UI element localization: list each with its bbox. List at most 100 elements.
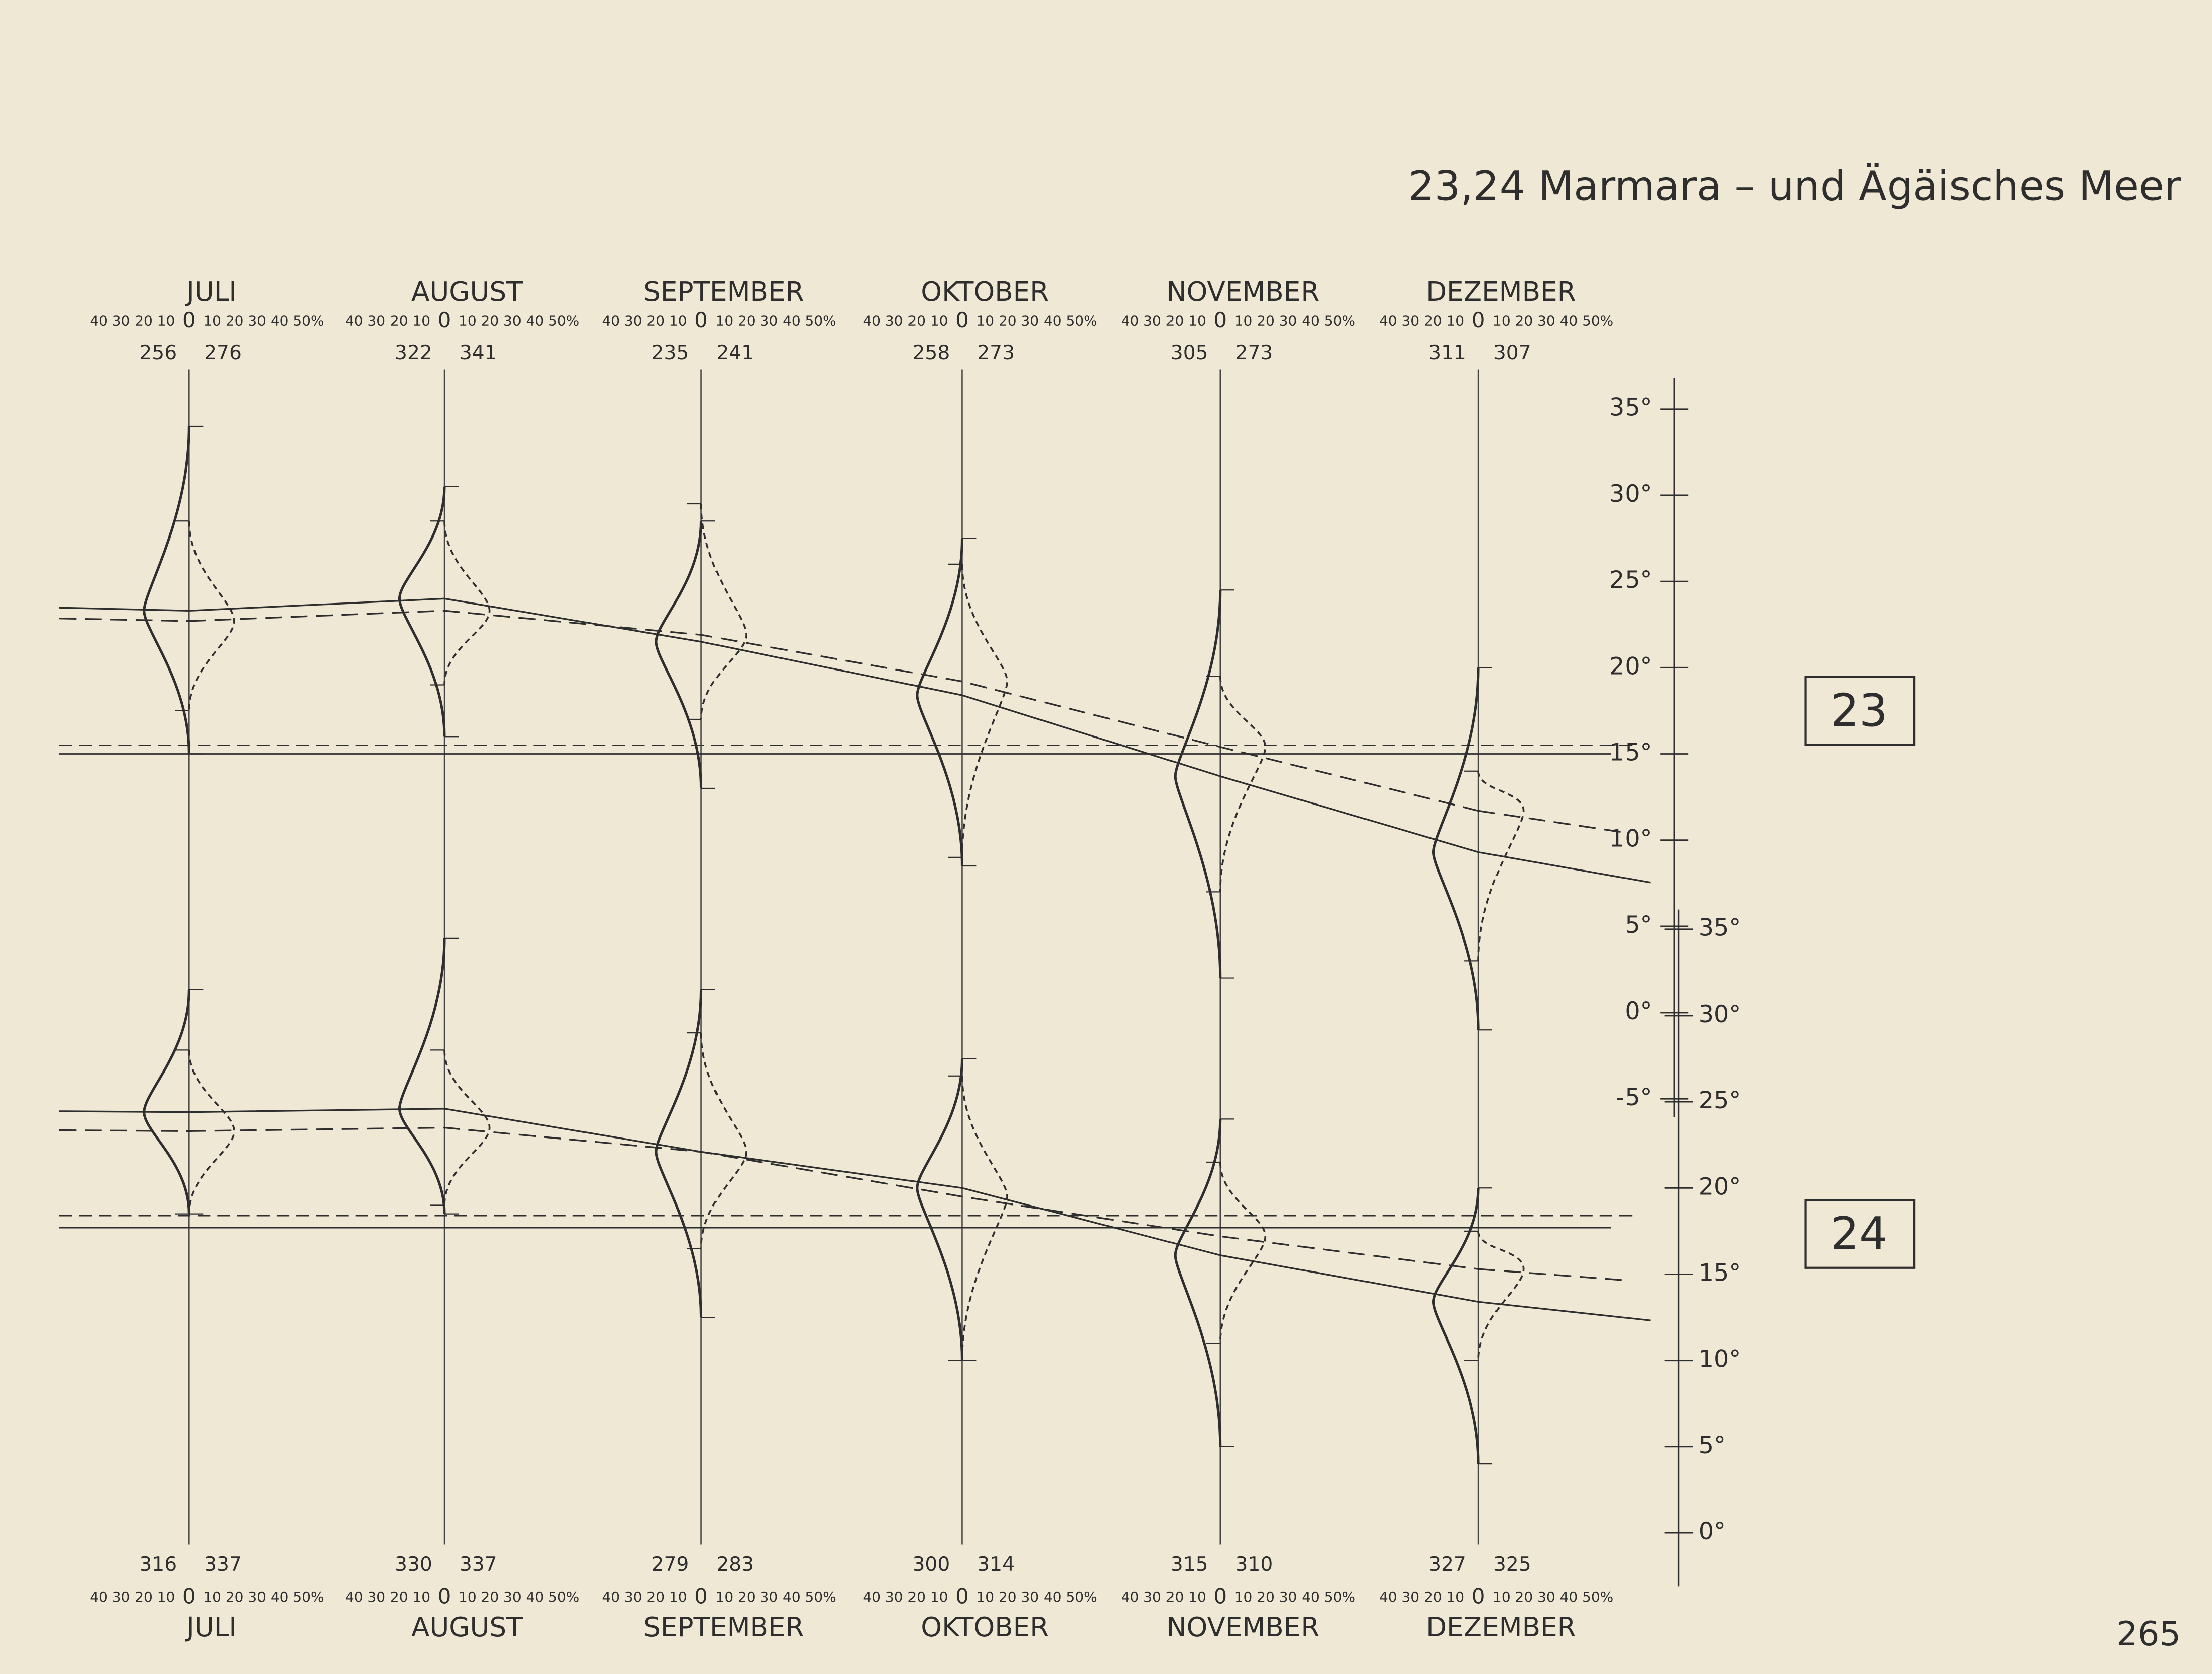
y-tick-label: 25° xyxy=(1699,1087,1741,1114)
water-distribution xyxy=(443,1050,491,1206)
air-distribution xyxy=(398,938,446,1214)
water-distribution xyxy=(1477,771,1525,961)
air-distribution xyxy=(655,521,703,788)
month-name: JULI xyxy=(185,276,237,307)
month-name: NOVEMBER xyxy=(1166,276,1320,307)
count-label: 341 xyxy=(460,342,497,364)
pct-scale: 0 xyxy=(438,1584,451,1609)
pct-scale: 40 30 20 10 xyxy=(90,1589,175,1605)
pct-scale: 10 20 30 40 50% xyxy=(203,312,324,329)
count-label: 337 xyxy=(460,1553,497,1576)
water-distribution xyxy=(700,504,747,719)
y-tick-label: 30° xyxy=(1699,1000,1741,1028)
y-tick-label: 10° xyxy=(1609,825,1652,853)
water-distribution xyxy=(961,564,1008,857)
pct-scale: 10 20 30 40 50% xyxy=(976,1589,1097,1605)
y-tick-label: 15° xyxy=(1699,1259,1741,1287)
water-distribution xyxy=(1219,1162,1267,1344)
pct-scale: 10 20 30 40 50% xyxy=(715,312,836,329)
y-tick-label: -5° xyxy=(1616,1084,1652,1111)
count-label: 315 xyxy=(1170,1553,1208,1576)
month-name: AUGUST xyxy=(411,276,523,307)
month-name: SEPTEMBER xyxy=(643,276,804,307)
pct-scale: 10 20 30 40 50% xyxy=(1234,1589,1355,1605)
pct-scale: 40 30 20 10 xyxy=(1121,1589,1206,1605)
air-distribution xyxy=(1432,667,1480,1030)
air-distribution xyxy=(1174,590,1222,978)
y-tick-label: 0° xyxy=(1624,997,1652,1025)
water-distribution xyxy=(443,521,491,685)
curve-extension xyxy=(1478,1301,1651,1321)
count-label: 300 xyxy=(912,1553,950,1576)
pct-scale: 40 30 20 10 xyxy=(345,1589,430,1605)
month-name: SEPTEMBER xyxy=(643,1612,804,1643)
y-tick-label: 20° xyxy=(1609,652,1652,680)
curve-extension xyxy=(1478,810,1622,833)
pct-scale: 10 20 30 40 50% xyxy=(203,1589,324,1605)
y-tick-label: 25° xyxy=(1609,566,1652,594)
count-label: 273 xyxy=(1235,342,1273,364)
panel-label: 23 xyxy=(1831,685,1888,737)
curve-extension xyxy=(1478,851,1651,884)
pct-scale: 0 xyxy=(1213,1584,1227,1609)
pct-scale: 40 30 20 10 xyxy=(863,1589,948,1605)
y-tick-label: 5° xyxy=(1624,911,1652,939)
pct-scale: 0 xyxy=(955,308,969,332)
month-name: DEZEMBER xyxy=(1426,276,1576,307)
pct-scale: 0 xyxy=(694,308,708,332)
water-distribution xyxy=(700,1033,747,1249)
air-distribution xyxy=(143,426,190,754)
air-distribution xyxy=(398,486,446,737)
pct-scale: 40 30 20 10 xyxy=(602,312,687,329)
y-tick-label: 10° xyxy=(1699,1346,1741,1373)
count-label: 330 xyxy=(395,1553,432,1576)
count-label: 305 xyxy=(1170,342,1208,364)
pct-scale: 10 20 30 40 50% xyxy=(1234,312,1355,329)
count-label: 235 xyxy=(652,342,689,364)
air-distribution xyxy=(1432,1188,1480,1464)
month-name: OKTOBER xyxy=(921,1612,1049,1643)
month-name: JULI xyxy=(185,1612,237,1643)
pct-scale: 10 20 30 40 50% xyxy=(1492,312,1613,329)
page-number: 265 xyxy=(2116,1614,2181,1653)
pct-scale: 10 20 30 40 50% xyxy=(459,1589,579,1605)
air-distribution xyxy=(916,538,963,866)
pct-scale: 40 30 20 10 xyxy=(345,312,430,329)
pct-scale: 40 30 20 10 xyxy=(602,1589,687,1605)
pct-scale: 0 xyxy=(182,308,196,332)
pct-scale: 40 30 20 10 xyxy=(1379,1589,1464,1605)
pct-scale: 0 xyxy=(694,1584,708,1609)
count-label: 258 xyxy=(912,342,950,364)
title: 23,24 Marmara – und Ägäisches Meer xyxy=(1408,163,2181,211)
curve-extension xyxy=(59,1129,189,1132)
pct-scale: 0 xyxy=(1213,308,1227,332)
pct-scale: 10 20 30 40 50% xyxy=(1492,1589,1613,1605)
air-distribution xyxy=(1174,1119,1222,1447)
pct-scale: 0 xyxy=(1472,308,1485,332)
water-distribution xyxy=(1477,1231,1525,1361)
panel-label: 24 xyxy=(1831,1208,1888,1260)
pct-scale: 10 20 30 40 50% xyxy=(976,312,1097,329)
count-label: 276 xyxy=(204,342,242,364)
pct-scale: 40 30 20 10 xyxy=(1121,312,1206,329)
month-name: DEZEMBER xyxy=(1426,1612,1576,1643)
pct-scale: 40 30 20 10 xyxy=(863,312,948,329)
count-label: 273 xyxy=(977,342,1015,364)
pct-scale: 0 xyxy=(1472,1584,1485,1609)
curve-extension xyxy=(59,1110,189,1113)
water-distribution xyxy=(1219,676,1267,892)
count-label: 310 xyxy=(1235,1553,1273,1576)
count-label: 314 xyxy=(977,1553,1015,1576)
count-label: 307 xyxy=(1493,342,1531,364)
pct-scale: 40 30 20 10 xyxy=(1379,312,1464,329)
month-name: AUGUST xyxy=(411,1612,523,1643)
count-label: 311 xyxy=(1428,342,1466,364)
pct-scale: 0 xyxy=(955,1584,969,1609)
curve-extension xyxy=(59,607,189,612)
pct-scale: 10 20 30 40 50% xyxy=(459,312,579,329)
count-label: 316 xyxy=(139,1553,177,1576)
count-label: 241 xyxy=(716,342,754,364)
count-label: 256 xyxy=(139,342,177,364)
pct-scale: 40 30 20 10 xyxy=(90,312,175,329)
